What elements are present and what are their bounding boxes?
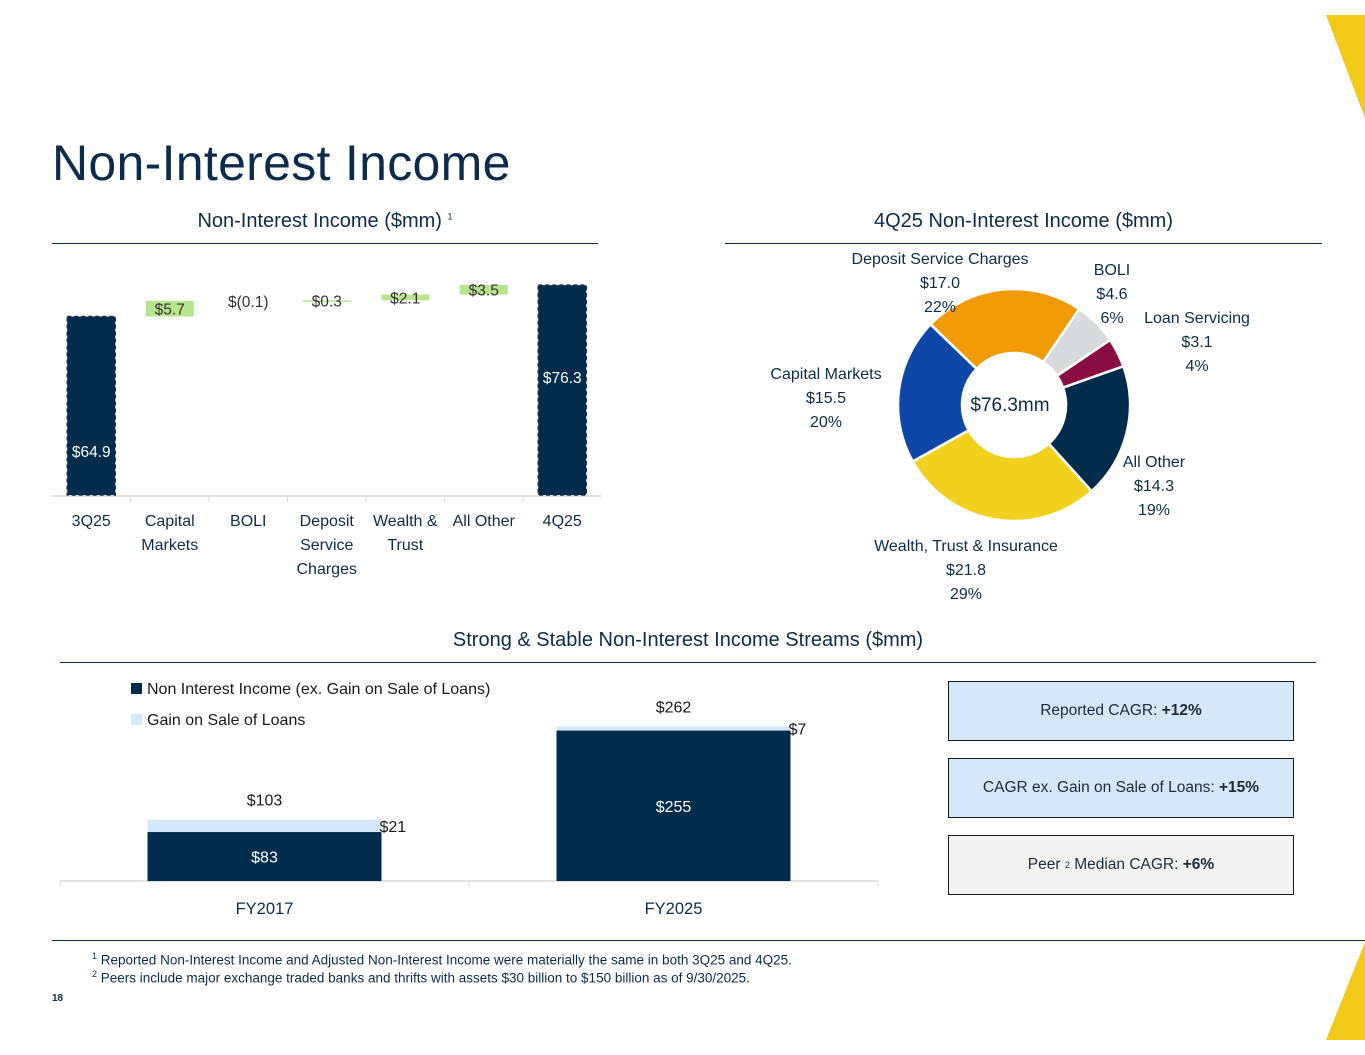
stacked-bar-core — [147, 832, 382, 881]
waterfall-total-bar — [537, 284, 587, 496]
stacked-category-label: FY2025 — [645, 900, 703, 918]
waterfall-value-label: $0.3 — [312, 293, 342, 310]
streams-title-rule — [60, 662, 1316, 663]
stacked-bar-gain-label: $7 — [789, 721, 807, 738]
accent-shape-bottom — [1326, 942, 1365, 1040]
cagr-ex-gain-label: CAGR ex. Gain on Sale of Loans: — [982, 779, 1215, 796]
waterfall-category-label: Charges — [297, 561, 357, 578]
waterfall-delta-bar — [381, 294, 430, 301]
waterfall-category-label: BOLI — [230, 513, 266, 530]
cagr-ex-gain-value: +15% — [1219, 779, 1260, 796]
donut-slice-label: 4% — [1185, 358, 1208, 375]
donut-slice-label: 19% — [1138, 502, 1170, 519]
peer-superscript: 2 — [1064, 860, 1070, 870]
reported-cagr-box: Reported CAGR: +12% — [948, 681, 1294, 741]
donut-slice-label: $15.5 — [806, 390, 846, 407]
stacked-bar-gain-label: $21 — [380, 819, 407, 836]
legend-label: Non Interest Income (ex. Gain on Sale of… — [147, 681, 490, 698]
waterfall-category-label: Markets — [141, 537, 198, 554]
waterfall-title-superscript: 1 — [447, 211, 453, 222]
waterfall-title-text: Non-Interest Income ($mm) — [197, 210, 442, 232]
donut-slice — [910, 428, 1094, 523]
reported-cagr-value: +12% — [1161, 702, 1202, 719]
page-number: 18 — [52, 993, 64, 1004]
donut-chart: $76.3mm Deposit Service Charges $17.0 22% BO… — [770, 251, 1250, 603]
cagr-ex-gain-box: CAGR ex. Gain on Sale of Loans: +15% — [948, 758, 1294, 818]
donut-slice-label: 6% — [1100, 310, 1123, 327]
donut-slice — [928, 287, 1081, 371]
donut-slice-label: Capital Markets — [770, 366, 881, 383]
peer-median-cagr-box: Peer 2 Median CAGR: +6% — [948, 835, 1294, 895]
decorative-accent — [1326, 15, 1365, 1040]
waterfall-value-label: $5.7 — [155, 302, 185, 319]
legend-swatch — [131, 714, 142, 725]
stacked-bar-gain — [147, 819, 382, 833]
peer-median-cagr-value: +6% — [1182, 856, 1215, 873]
donut-slice-label: $14.3 — [1134, 478, 1174, 495]
stacked-bar-core-label: $83 — [251, 850, 278, 867]
waterfall-category-label: Deposit — [300, 513, 355, 530]
waterfall-category-label: 3Q25 — [72, 513, 111, 530]
donut-slice-label: 29% — [950, 586, 982, 603]
footnote-1-text: Reported Non-Interest Income and Adjuste… — [100, 952, 792, 968]
peer-label-prefix: Peer — [1027, 856, 1061, 873]
waterfall-category-label: Trust — [387, 537, 423, 554]
legend-label: Gain on Sale of Loans — [147, 712, 305, 729]
donut-title: 4Q25 Non-Interest Income ($mm) — [874, 210, 1173, 232]
streams-title: Strong & Stable Non-Interest Income Stre… — [452, 629, 924, 651]
donut-slice — [1047, 364, 1132, 493]
waterfall-delta-bar — [459, 284, 508, 295]
waterfall-total-bar — [66, 315, 116, 496]
footnote-2-marker: 2 — [92, 969, 98, 979]
stacked-category-label: FY2017 — [236, 900, 294, 918]
donut-center-label: $76.3mm — [970, 395, 1049, 416]
waterfall-value-label: $2.1 — [390, 290, 420, 307]
donut-slice-label: Loan Servicing — [1144, 310, 1250, 327]
waterfall-chart: $64.9 3Q25 $5.7 Capital Markets $(0.1) BOLI $0.… — [52, 283, 602, 578]
donut-title-rule — [725, 243, 1322, 244]
waterfall-category-label: 4Q25 — [543, 513, 582, 530]
waterfall-category-label: Service — [300, 537, 353, 554]
donut-slice — [896, 322, 979, 464]
accent-shape-top — [1326, 15, 1365, 118]
stacked-bar-total-label: $262 — [656, 699, 692, 716]
page-title: Non-Interest Income — [52, 135, 511, 191]
footnote-1-marker: 1 — [92, 951, 98, 961]
waterfall-title-rule — [52, 243, 598, 244]
footnote-2: 2 Peers include major exchange traded ba… — [92, 969, 750, 986]
stacked-bar-chart: $83 $21 $103 FY2017 $255 $7 $262 FY2025 Non Inte… — [59, 681, 879, 918]
stacked-bar-core-label: $255 — [656, 799, 692, 816]
stacked-bar-core — [556, 730, 791, 881]
footnote-1: 1 Reported Non-Interest Income and Adjus… — [92, 951, 792, 968]
waterfall-delta-bar — [302, 300, 351, 302]
waterfall-title: Non-Interest Income ($mm) 1 — [52, 210, 598, 233]
waterfall-category-label: All Other — [453, 513, 516, 530]
reported-cagr-label: Reported CAGR: — [1040, 702, 1158, 719]
waterfall-delta-bar — [145, 300, 194, 317]
donut-slice-label: 22% — [924, 299, 956, 316]
waterfall-value-label: $64.9 — [72, 444, 111, 461]
footnote-2-text: Peers include major exchange traded bank… — [100, 970, 750, 986]
waterfall-value-label: $76.3 — [543, 370, 582, 387]
footer-rule — [52, 940, 1365, 941]
legend-swatch — [131, 683, 142, 694]
donut-slice-label: $4.6 — [1096, 286, 1127, 303]
donut-slice-label: $3.1 — [1181, 334, 1212, 351]
stacked-bar-total-label: $103 — [247, 793, 283, 810]
donut-slice-label: $21.8 — [946, 562, 986, 579]
stacked-bar-gain — [556, 726, 791, 731]
waterfall-value-label: $3.5 — [469, 283, 499, 300]
donut-slice-label: $17.0 — [920, 275, 960, 292]
peer-median-cagr-label: Median CAGR: — [1074, 856, 1179, 873]
donut-slice-label: BOLI — [1094, 262, 1130, 279]
waterfall-value-label: $(0.1) — [228, 294, 269, 311]
donut-slice-label: All Other — [1123, 454, 1186, 471]
waterfall-category-label: Wealth & — [373, 513, 438, 530]
donut-slice-label: 20% — [810, 414, 842, 431]
waterfall-category-label: Capital — [145, 513, 195, 530]
donut-slice-label: Deposit Service Charges — [852, 251, 1029, 268]
donut-slice-label: Wealth, Trust & Insurance — [874, 538, 1058, 555]
